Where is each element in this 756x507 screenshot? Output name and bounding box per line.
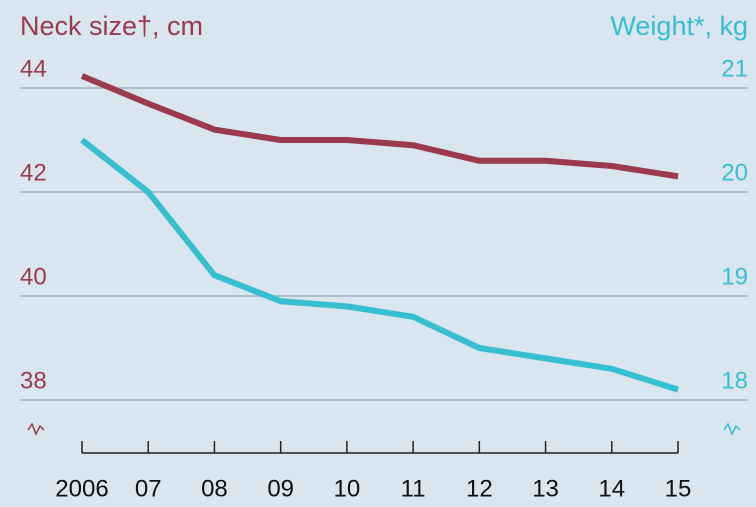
x-tick-label: 2006	[55, 475, 108, 502]
y-tick-label: 44	[20, 55, 47, 82]
y2-tick-label: 21	[721, 55, 748, 82]
y2-axis-title: Weight*, kg	[610, 11, 748, 41]
x-tick-label: 12	[466, 475, 493, 502]
y-axis-title: Neck size†, cm	[20, 11, 203, 41]
series-line	[80, 137, 679, 393]
x-tick-label: 07	[135, 475, 162, 502]
x-tick-label: 08	[201, 475, 228, 502]
x-tick-label: 10	[334, 475, 361, 502]
y2-tick-label: 19	[721, 263, 748, 290]
y2-tick-label: 20	[721, 159, 748, 186]
y2-tick-label: 18	[721, 367, 748, 394]
y-tick-label: 42	[20, 159, 47, 186]
x-tick-label: 14	[598, 475, 625, 502]
x-tick-label: 11	[401, 475, 426, 502]
y-tick-label: 40	[20, 263, 47, 290]
axis-break	[27, 422, 45, 436]
y-tick-label: 38	[20, 367, 47, 394]
series-line	[80, 73, 679, 180]
x-tick-label: 15	[665, 475, 692, 502]
x-tick-label: 13	[532, 475, 559, 502]
axis-break	[723, 422, 741, 436]
x-tick-label: 09	[267, 475, 294, 502]
